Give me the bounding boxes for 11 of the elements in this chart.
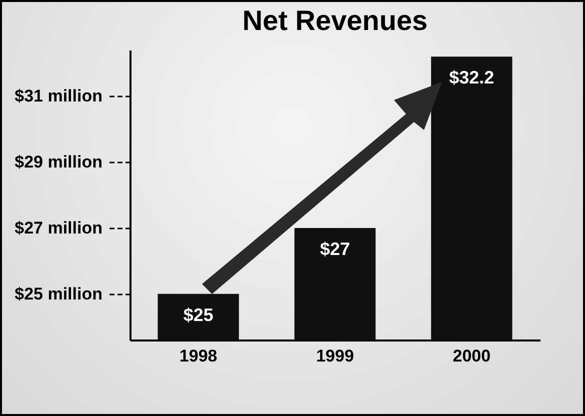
data-label: $25: [183, 304, 214, 325]
x-tick-label: 1998: [179, 346, 218, 366]
chart-title: Net Revenues: [242, 5, 428, 36]
data-label: $32.2: [449, 68, 494, 88]
y-tick-label: $25 million: [14, 284, 102, 304]
data-label: $27: [320, 238, 350, 259]
y-tick-label: $27 million: [14, 218, 102, 238]
y-tick-label: $31 million: [14, 86, 102, 106]
x-tick-label: 1999: [316, 346, 354, 366]
y-tick-label: $29 million: [14, 152, 102, 172]
x-tick-label: 2000: [452, 346, 491, 366]
